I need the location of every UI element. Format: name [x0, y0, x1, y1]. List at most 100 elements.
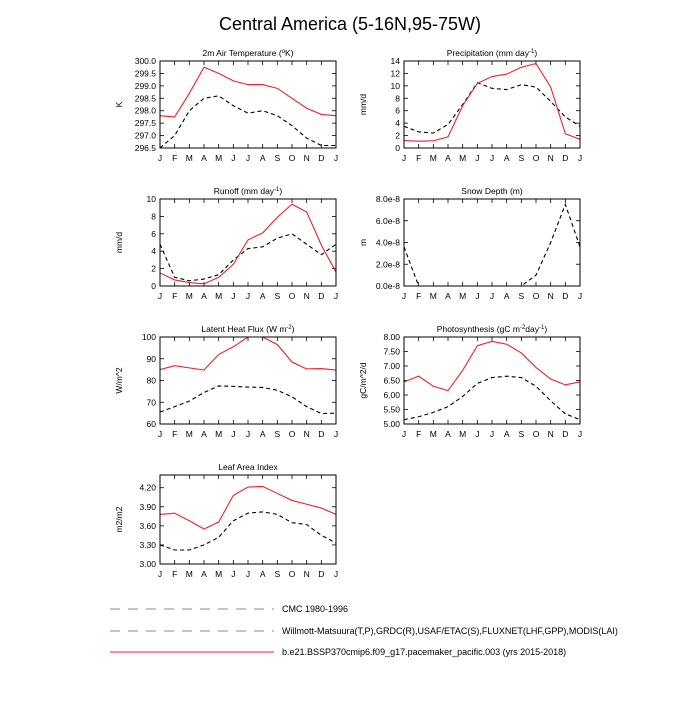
panel-title-part: ): [544, 324, 547, 334]
y-tick-label: 60: [147, 419, 157, 429]
y-tick-label: 3.90: [139, 502, 156, 512]
x-tick-label: A: [445, 291, 451, 301]
x-tick-label: S: [518, 153, 524, 163]
panel-2: Precipitation (mm day-1) mm/d 0 2 4 6 8 10 12 14 J…: [358, 48, 582, 163]
x-tick-label: J: [246, 291, 250, 301]
panel-title-part: Runoff (mm day: [214, 186, 275, 196]
x-tick-label: J: [578, 291, 582, 301]
x-tick-label: A: [445, 153, 451, 163]
series-line-model: [160, 203, 336, 285]
x-tick-label: S: [274, 291, 280, 301]
x-tick-label: A: [445, 429, 451, 439]
panel-title: Latent Heat Flux (W m-2): [201, 324, 294, 334]
figure-title: Central America (5-16N,95-75W): [219, 14, 481, 34]
x-tick-label: M: [186, 291, 193, 301]
y-tick-label: 6.00: [383, 390, 400, 400]
x-tick-label: J: [475, 291, 479, 301]
panel-4: Snow Depth (m) m 0.0e-8 2.0e-8 4.0e-8 6.0e-8 8…: [358, 186, 582, 301]
x-tick-label: J: [402, 291, 406, 301]
x-tick-label: J: [490, 429, 494, 439]
x-tick-label: J: [158, 291, 162, 301]
series-line-obs: [404, 202, 580, 286]
series-line-obs: [160, 511, 336, 551]
panels: 2m Air Temperature (oK) K 296.5 297.0 297.5 2…: [114, 48, 582, 579]
x-tick-label: M: [459, 291, 466, 301]
x-tick-label: D: [562, 291, 568, 301]
y-tick-label: 6.50: [383, 376, 400, 386]
x-tick-label: J: [334, 569, 338, 579]
y-tick-label: 4: [395, 118, 400, 128]
panel-title-part: Photosynthesis (gC m: [437, 324, 520, 334]
x-tick-label: S: [518, 429, 524, 439]
x-tick-label: F: [416, 153, 421, 163]
legend-label-3: b.e21.BSSP370cmip6.f09_g17.pacemaker_pac…: [282, 647, 566, 657]
plot-frame: [159, 198, 337, 287]
series-line-obs: [160, 385, 336, 415]
y-tick-label: 8.00: [383, 332, 400, 342]
y-tick-label: 0: [151, 281, 156, 291]
y-tick-label: 3.00: [139, 559, 156, 569]
x-tick-label: J: [158, 153, 162, 163]
x-tick-label: S: [274, 153, 280, 163]
series-line-model: [404, 62, 580, 142]
y-tick-label: 2.0e-8: [376, 259, 400, 269]
y-axis-label: W/m^2: [114, 367, 124, 393]
y-tick-label: 5.50: [383, 405, 400, 415]
x-tick-label: A: [504, 153, 510, 163]
plot-frame: [403, 336, 581, 425]
y-tick-label: 8.0e-8: [376, 194, 400, 204]
x-tick-label: A: [201, 429, 207, 439]
series-line-obs: [160, 233, 336, 282]
y-tick-label: 299.0: [135, 81, 157, 91]
x-tick-label: M: [186, 153, 193, 163]
x-tick-label: J: [334, 291, 338, 301]
x-tick-label: A: [201, 569, 207, 579]
y-tick-label: 4: [151, 246, 156, 256]
x-tick-label: O: [289, 291, 296, 301]
plot-frame: [403, 198, 581, 287]
x-tick-label: N: [304, 569, 310, 579]
x-tick-label: M: [430, 429, 437, 439]
x-tick-label: M: [459, 429, 466, 439]
panel-title-sup: -1: [274, 187, 280, 193]
panel-title-sup: -1: [539, 325, 545, 331]
x-tick-label: M: [459, 153, 466, 163]
x-tick-label: J: [475, 429, 479, 439]
x-tick-label: J: [231, 569, 235, 579]
x-tick-label: O: [289, 429, 296, 439]
x-tick-label: J: [231, 429, 235, 439]
y-axis-label: mm/d: [358, 94, 368, 116]
x-tick-label: J: [334, 429, 338, 439]
x-tick-label: A: [260, 569, 266, 579]
panel-title-part: Leaf Area Index: [218, 462, 278, 472]
y-tick-label: 7.50: [383, 347, 400, 357]
y-tick-label: 3.60: [139, 521, 156, 531]
y-tick-label: 3.30: [139, 540, 156, 550]
plot-frame: [159, 60, 337, 149]
x-tick-label: F: [172, 291, 177, 301]
series-line-model: [160, 485, 336, 530]
panel-title-part: ): [279, 186, 282, 196]
panel-title-sup: -1: [529, 49, 535, 55]
legend: CMC 1980-1996 Willmott-Matsuura(T,P),GRDC…: [110, 604, 618, 657]
x-tick-label: N: [304, 291, 310, 301]
x-tick-label: M: [215, 569, 222, 579]
y-tick-label: 12: [391, 68, 401, 78]
y-tick-label: 10: [391, 81, 401, 91]
y-axis-label: K: [114, 101, 124, 107]
panel-title: Leaf Area Index: [218, 462, 278, 472]
y-tick-label: 10: [147, 194, 157, 204]
x-tick-label: O: [533, 291, 540, 301]
panel-title: Photosynthesis (gC m-2day-1): [437, 324, 548, 334]
x-tick-label: J: [490, 291, 494, 301]
panel-title-part: ): [292, 324, 295, 334]
y-tick-label: 6.0e-8: [376, 216, 400, 226]
x-tick-label: J: [158, 569, 162, 579]
panel-title-part: 2m Air Temperature (: [202, 48, 281, 58]
x-tick-label: F: [172, 153, 177, 163]
series-line-obs: [404, 375, 580, 421]
x-tick-label: J: [158, 429, 162, 439]
